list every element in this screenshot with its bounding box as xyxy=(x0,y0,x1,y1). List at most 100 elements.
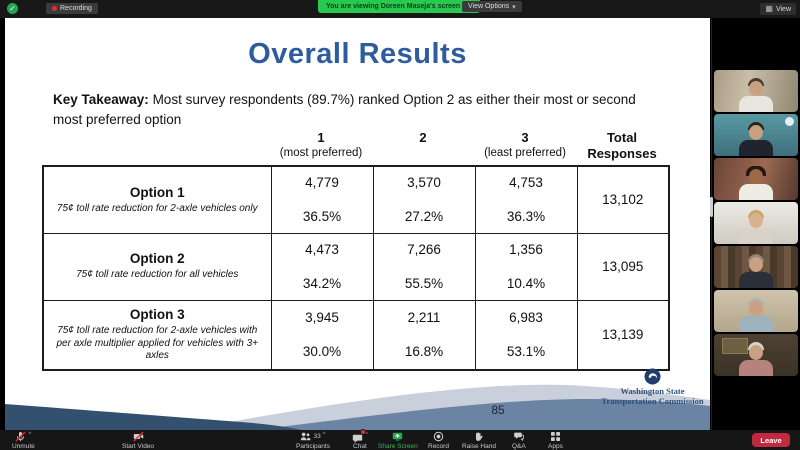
logo-text-line2: Transportation Commission xyxy=(601,396,704,407)
microphone-muted-icon xyxy=(15,431,26,442)
key-takeaway: Key Takeaway: Most survey respondents (8… xyxy=(53,90,667,129)
record-button[interactable]: Record xyxy=(428,431,449,450)
view-options-label: View Options xyxy=(468,3,510,10)
participant-video[interactable] xyxy=(714,114,798,156)
total-cell: 13,102 xyxy=(576,165,670,234)
share-screen-button[interactable]: Share Screen xyxy=(378,431,418,450)
option-2-cell: Option 2 75¢ toll rate reduction for all… xyxy=(42,232,272,301)
results-table: Option 1 75¢ toll rate reduction for 2-a… xyxy=(42,165,670,371)
record-icon xyxy=(433,431,444,442)
participant-video[interactable] xyxy=(714,158,798,200)
gallery-view-button[interactable]: ▦ View xyxy=(760,3,796,15)
table-header-row: 1 (most preferred) 2 3 (least preferred)… xyxy=(42,130,668,163)
option-name: Option 2 xyxy=(129,251,185,267)
recording-dot-icon xyxy=(52,6,57,11)
apps-icon xyxy=(550,432,560,441)
participants-icon xyxy=(301,432,312,441)
qa-button[interactable]: Q&A xyxy=(512,431,526,450)
header-rank-3: 3 (least preferred) xyxy=(484,130,566,160)
background-painting xyxy=(722,338,748,354)
table-row-option-3: Option 3 75¢ toll rate reduction for 2-a… xyxy=(42,299,670,371)
meeting-top-bar: ✓ Recording You are viewing Doreen Masej… xyxy=(0,0,800,18)
chat-button[interactable]: ^ Chat xyxy=(352,429,368,450)
raise-hand-icon xyxy=(476,432,484,441)
option-1-cell: Option 1 75¢ toll rate reduction for 2-a… xyxy=(42,165,272,234)
leave-button[interactable]: Leave xyxy=(752,433,790,447)
participant-silhouette xyxy=(739,96,773,112)
view-button-label: View xyxy=(775,5,791,13)
grid-view-icon: ▦ xyxy=(765,4,773,13)
unmute-button[interactable]: ^ Unmute xyxy=(12,431,35,450)
participant-video[interactable] xyxy=(714,334,798,376)
raise-hand-button[interactable]: Raise Hand xyxy=(462,431,496,450)
slide-title: Overall Results xyxy=(248,38,467,70)
total-cell: 13,095 xyxy=(576,232,670,301)
table-cell: 3,945 30.0% xyxy=(270,299,374,371)
screen-share-banner: You are viewing Doreen Maseja's screen ⚙ xyxy=(318,0,481,13)
start-video-button[interactable]: Start Video xyxy=(122,431,154,450)
participants-button[interactable]: 33 ^ Participants xyxy=(296,432,330,450)
participants-count: 33 xyxy=(313,433,321,440)
recording-label: Recording xyxy=(60,5,92,12)
table-row-option-2: Option 2 75¢ toll rate reduction for all… xyxy=(42,232,670,301)
table-cell: 7,266 55.5% xyxy=(372,232,476,301)
chevron-down-icon: ▾ xyxy=(512,3,516,11)
table-cell: 1,356 10.4% xyxy=(474,232,578,301)
table-cell: 3,570 27.2% xyxy=(372,165,476,234)
participant-video[interactable] xyxy=(714,70,798,112)
participant-silhouette xyxy=(739,140,773,156)
meeting-toolbar: ^ Unmute Start Video xyxy=(0,429,800,450)
share-screen-icon xyxy=(393,432,403,441)
total-cell: 13,139 xyxy=(576,299,670,371)
view-options-button[interactable]: View Options ▾ xyxy=(462,1,522,12)
sidebar-resize-handle[interactable] xyxy=(710,197,713,217)
wstc-logo-icon xyxy=(644,368,661,385)
option-name: Option 3 xyxy=(129,307,185,322)
participant-silhouette xyxy=(739,316,773,332)
participant-video[interactable] xyxy=(714,290,798,332)
chevron-up-icon[interactable]: ^ xyxy=(322,432,326,438)
chevron-up-icon[interactable]: ^ xyxy=(365,432,368,438)
chat-unread-badge xyxy=(360,429,366,435)
slide-page-number: 85 xyxy=(491,403,505,417)
chat-icon xyxy=(352,434,363,443)
camera-off-icon xyxy=(133,431,144,442)
participant-silhouette xyxy=(739,228,773,244)
header-total-responses: Total Responses xyxy=(587,130,657,162)
participant-video[interactable] xyxy=(714,246,798,288)
apps-button[interactable]: Apps xyxy=(548,431,563,450)
table-cell: 2,211 16.8% xyxy=(372,299,476,371)
table-cell: 6,983 53.1% xyxy=(474,299,578,371)
slide-footer-swoosh xyxy=(5,384,710,430)
qa-icon xyxy=(514,432,525,441)
virtual-background-logo xyxy=(785,117,794,126)
chevron-up-icon[interactable]: ^ xyxy=(28,432,32,438)
logo-text-line1: Washington State xyxy=(620,386,685,396)
header-rank-1: 1 (most preferred) xyxy=(279,130,363,160)
recording-indicator: Recording xyxy=(46,3,98,14)
table-row-option-1: Option 1 75¢ toll rate reduction for 2-a… xyxy=(42,165,670,234)
screen-share-banner-text: You are viewing Doreen Maseja's screen xyxy=(326,3,461,10)
key-takeaway-text: Most survey respondents (89.7%) ranked O… xyxy=(53,92,636,127)
option-description: 75¢ toll rate reduction for 2-axle vehic… xyxy=(56,202,258,214)
header-spacer xyxy=(42,130,270,163)
participant-video-strip xyxy=(714,70,798,376)
option-description: 75¢ toll rate reduction for all vehicles xyxy=(76,269,239,281)
table-cell: 4,473 34.2% xyxy=(270,232,374,301)
option-3-cell: Option 3 75¢ toll rate reduction for 2-a… xyxy=(42,299,272,371)
shared-slide: Overall Results Key Takeaway: Most surve… xyxy=(5,18,710,430)
header-rank-2: 2 xyxy=(419,130,427,145)
option-description: 75¢ toll rate reduction for 2-axle vehic… xyxy=(56,325,259,361)
participant-silhouette xyxy=(739,272,773,288)
encryption-shield-icon: ✓ xyxy=(7,3,18,14)
table-cell: 4,753 36.3% xyxy=(474,165,578,234)
participant-silhouette xyxy=(739,360,773,376)
participant-video[interactable] xyxy=(714,202,798,244)
option-name: Option 1 xyxy=(129,184,185,200)
sidebar-divider xyxy=(711,18,712,430)
key-takeaway-label: Key Takeaway: xyxy=(53,92,149,107)
participant-silhouette xyxy=(739,184,773,200)
table-cell: 4,779 36.5% xyxy=(270,165,374,234)
wstc-logo: Washington State Transportation Commissi… xyxy=(580,368,710,406)
